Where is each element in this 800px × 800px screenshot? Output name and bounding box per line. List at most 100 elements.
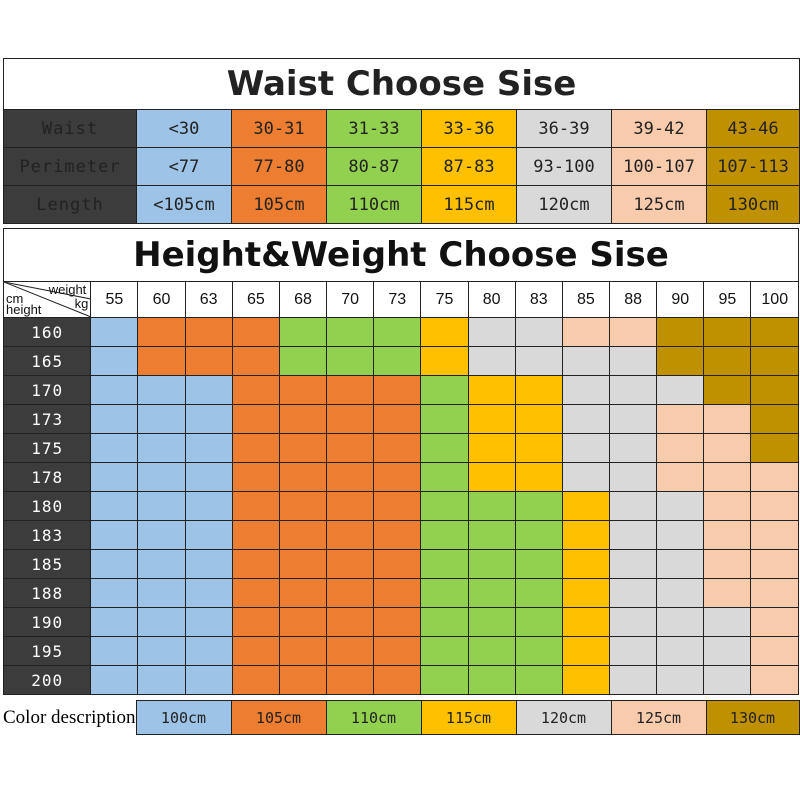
- size-color-cell: [420, 462, 469, 492]
- size-color-cell: [656, 462, 705, 492]
- height-label-cell: 183: [2, 520, 92, 550]
- size-color-cell: [420, 375, 469, 405]
- corner-kg-label: kg: [74, 296, 89, 311]
- size-color-cell: [703, 491, 752, 521]
- size-color-cell: [420, 578, 469, 608]
- size-color-cell: [326, 317, 375, 347]
- weight-header-cell: 100: [750, 281, 799, 318]
- size-color-cell: [656, 346, 705, 376]
- size-color-cell: [184, 375, 233, 405]
- legend-swatch: 125cm: [610, 700, 707, 735]
- size-color-cell: [373, 520, 422, 550]
- size-color-cell: [703, 346, 752, 376]
- size-color-cell: [326, 549, 375, 579]
- size-color-cell: [561, 578, 611, 608]
- size-color-cell: [514, 404, 563, 434]
- size-color-cell: [137, 636, 186, 666]
- legend-swatch: 120cm: [515, 700, 612, 735]
- size-color-cell: [278, 346, 328, 376]
- height-label-cell: 185: [2, 549, 92, 579]
- size-color-cell: [656, 665, 705, 695]
- size-color-cell: [278, 549, 328, 579]
- size-color-cell: [514, 520, 563, 550]
- size-color-cell: [231, 607, 280, 637]
- height-label-cell: 200: [2, 665, 92, 695]
- height-label-cell: 195: [2, 636, 92, 666]
- height-label-cell: 170: [2, 375, 92, 405]
- height-row: 170: [2, 375, 799, 405]
- size-color-cell: [373, 375, 422, 405]
- size-color-cell: [703, 317, 752, 347]
- height-label-cell: 173: [2, 404, 92, 434]
- size-color-cell: [467, 665, 516, 695]
- size-color-cell: [231, 665, 280, 695]
- size-color-cell: [184, 578, 233, 608]
- waist-value-cell: <77: [136, 147, 232, 186]
- weight-header-cell: 65: [231, 281, 280, 318]
- size-color-cell: [467, 375, 516, 405]
- size-color-cell: [184, 317, 233, 347]
- height-row: 180: [2, 491, 799, 521]
- waist-value-cell: <30: [136, 109, 232, 148]
- weight-header-cell: 83: [514, 281, 563, 318]
- waist-value-cell: 125cm: [611, 185, 707, 224]
- size-color-cell: [137, 491, 186, 521]
- corner-diagonal-lines: [4, 282, 90, 317]
- size-color-cell: [609, 578, 658, 608]
- waist-value-cell: 30-31: [231, 109, 327, 148]
- height-row: 175: [2, 433, 799, 463]
- size-color-cell: [184, 462, 233, 492]
- size-color-cell: [750, 520, 799, 550]
- size-color-cell: [420, 491, 469, 521]
- weight-header-cell: 60: [137, 281, 186, 318]
- size-color-cell: [561, 375, 611, 405]
- size-color-cell: [467, 433, 516, 463]
- waist-size-table: Waist Choose Sise Waist <30 30-31 31-33 33-3…: [2, 58, 800, 224]
- waist-value-cell: 115cm: [421, 185, 517, 224]
- weight-header-cell: 68: [278, 281, 328, 318]
- height-label-cell: 190: [2, 607, 92, 637]
- weight-header-cell: 63: [184, 281, 233, 318]
- size-color-cell: [137, 375, 186, 405]
- size-color-cell: [231, 317, 280, 347]
- height-row: 200: [2, 665, 799, 695]
- size-color-cell: [703, 665, 752, 695]
- weight-header-cell: 70: [326, 281, 375, 318]
- size-color-cell: [467, 607, 516, 637]
- size-color-cell: [750, 578, 799, 608]
- size-color-cell: [373, 636, 422, 666]
- size-color-cell: [90, 433, 139, 463]
- size-color-cell: [90, 607, 139, 637]
- size-color-cell: [184, 520, 233, 550]
- height-weight-size-table: Height&Weight Choose Sise weight kg cm h…: [2, 228, 799, 695]
- size-color-cell: [184, 404, 233, 434]
- size-color-cell: [184, 607, 233, 637]
- size-color-cell: [373, 549, 422, 579]
- size-color-cell: [184, 433, 233, 463]
- size-color-cell: [90, 404, 139, 434]
- height-row: 190: [2, 607, 799, 637]
- size-color-cell: [514, 636, 563, 666]
- corner-cm-label: cm: [6, 291, 24, 306]
- size-color-cell: [703, 404, 752, 434]
- size-color-cell: [137, 433, 186, 463]
- size-color-cell: [278, 665, 328, 695]
- waist-value-cell: 80-87: [326, 147, 422, 186]
- size-color-cell: [231, 491, 280, 521]
- size-color-cell: [561, 636, 611, 666]
- size-color-cell: [326, 404, 375, 434]
- size-color-cell: [750, 665, 799, 695]
- size-color-cell: [609, 520, 658, 550]
- size-color-cell: [609, 665, 658, 695]
- size-color-cell: [278, 578, 328, 608]
- size-color-cell: [373, 346, 422, 376]
- size-color-cell: [703, 549, 752, 579]
- size-color-cell: [90, 665, 139, 695]
- size-color-cell: [703, 607, 752, 637]
- size-color-cell: [750, 636, 799, 666]
- waist-value-cell: 33-36: [421, 109, 517, 148]
- size-color-cell: [609, 462, 658, 492]
- size-color-cell: [703, 375, 752, 405]
- waist-table-title: Waist Choose Sise: [2, 58, 800, 110]
- size-color-cell: [609, 636, 658, 666]
